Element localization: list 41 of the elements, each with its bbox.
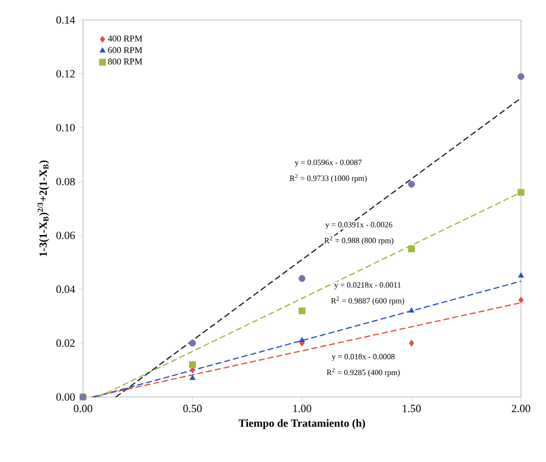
- legend-label: 600 RPM: [108, 46, 142, 54]
- point: [298, 275, 306, 282]
- annotation: y = 0.0596x - 0.0087: [294, 160, 362, 167]
- point: [518, 73, 524, 80]
- annotation: R$^{2}$ = 0.9887 (600 rpm): [331, 296, 404, 306]
- point: [299, 337, 305, 342]
- x-tick-label: 0.00: [74, 404, 92, 412]
- point: [408, 180, 415, 188]
- x-tick-label: 1.00: [293, 404, 312, 412]
- point: [189, 340, 196, 347]
- y-tick-label: 0.00: [56, 393, 75, 401]
- y-tick-label: 0.10: [56, 124, 75, 132]
- x-tick-label: 0.50: [183, 404, 202, 412]
- x-tick-label: 1.50: [402, 404, 421, 412]
- legend-label: 800 RPM: [108, 58, 142, 65]
- point: [408, 245, 415, 252]
- point: [190, 366, 196, 374]
- point: [298, 307, 306, 314]
- y-tick-label: 0.02: [56, 339, 75, 347]
- annotation: R$^{2}$ = 0.9285 (400 rpm): [326, 368, 400, 377]
- annotation: R$^{2}$ = 0.988 (800 rpm): [324, 236, 394, 245]
- x-tick-label: 2.00: [512, 404, 530, 412]
- y-tick-label: 0.08: [56, 178, 75, 186]
- point: [189, 361, 196, 368]
- legend-label: 400 RPM: [108, 35, 142, 42]
- annotation: y = 0.0218x - 0.0011: [334, 282, 401, 290]
- point: [408, 340, 414, 347]
- y-tick-label: 0.14: [56, 16, 76, 24]
- point: [518, 188, 524, 196]
- annotation: R$^{2}$ = 0.9733 (1000 rpm): [290, 174, 367, 183]
- y-tick-label: 0.12: [56, 70, 75, 78]
- annotation: y = 0.0391x - 0.0026: [325, 222, 392, 229]
- point: [518, 272, 524, 278]
- point: [408, 307, 414, 313]
- point: [190, 374, 196, 380]
- point: [518, 296, 524, 304]
- annotation: y = 0.018x - 0.0008: [332, 354, 395, 361]
- y-axis-title: 1-3(1-X$_{B}$)$^{2/3}$+2(1-X$_{B}$): [38, 160, 50, 256]
- x-axis-title: Tiempo de Tratamiento (h): [238, 419, 366, 430]
- y-tick-label: 0.04: [56, 286, 76, 294]
- y-tick-label: 0.06: [56, 232, 75, 240]
